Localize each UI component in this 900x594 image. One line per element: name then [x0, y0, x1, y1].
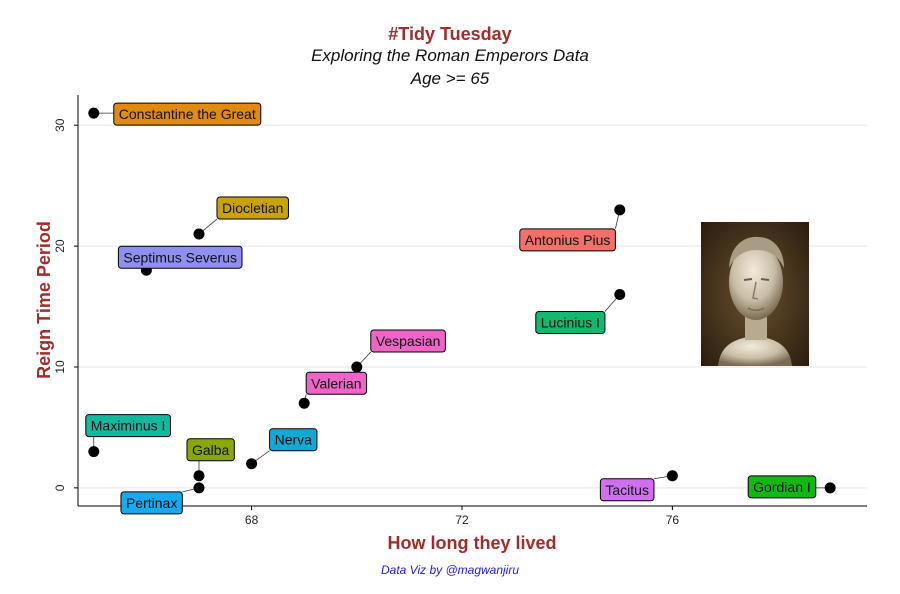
- data-point: [193, 470, 205, 482]
- y-tick-label: 10: [53, 360, 67, 374]
- point-label-box: [216, 196, 289, 220]
- point-label-box: [519, 228, 616, 252]
- point-label-box: [186, 438, 235, 462]
- point-label: Valerian: [305, 371, 368, 395]
- point-label-box: [747, 475, 817, 499]
- data-point: [666, 470, 678, 482]
- point-label-box: [269, 428, 318, 452]
- axes: [74, 95, 867, 510]
- point-label: Antonius Pius: [519, 228, 616, 252]
- data-point: [246, 458, 258, 470]
- point-label-box: [305, 371, 368, 395]
- x-tick-label: 76: [666, 513, 680, 527]
- point-label-text: Nerva: [275, 432, 313, 448]
- data-point: [193, 482, 205, 494]
- point-label-box: [120, 491, 183, 515]
- point-label-text: Septimus Severus: [123, 249, 237, 265]
- point-label-text: Vespasian: [376, 333, 441, 349]
- x-tick-label: 68: [245, 513, 259, 527]
- data-point: [88, 446, 100, 458]
- data-point: [298, 397, 310, 409]
- y-tick-label: 20: [53, 239, 67, 253]
- y-tick-label: 0: [53, 484, 67, 491]
- point-label-box: [599, 478, 655, 502]
- point-label-box: [113, 102, 262, 126]
- point-label-text: Lucinius I: [541, 314, 600, 330]
- x-axis-label: How long they lived: [387, 533, 556, 553]
- emperor-bust-portrait-image: [701, 222, 809, 366]
- y-axis-label: Reign Time Period: [34, 221, 54, 379]
- data-point: [193, 228, 205, 240]
- point-label: Maximinus I: [85, 414, 171, 438]
- point-label: Gordian I: [747, 475, 817, 499]
- point-label: Pertinax: [120, 491, 183, 515]
- point-label-text: Constantine the Great: [119, 106, 256, 122]
- point-label-text: Tacitus: [605, 482, 649, 498]
- point-label-box: [117, 245, 243, 269]
- point-label: Nerva: [269, 428, 318, 452]
- data-point: [614, 204, 626, 216]
- chart-subtitle: Exploring the Roman Emperors Data: [311, 46, 589, 65]
- point-label: Tacitus: [599, 478, 655, 502]
- y-tick-label: 30: [53, 118, 67, 132]
- point-label-text: Diocletian: [222, 200, 283, 216]
- point-label-box: [370, 329, 446, 353]
- point-label-text: Maximinus I: [91, 418, 166, 434]
- data-point: [824, 482, 836, 494]
- point-label-text: Galba: [192, 442, 230, 458]
- point-label: Vespasian: [370, 329, 446, 353]
- point-label: Constantine the Great: [113, 102, 262, 126]
- point-label-text: Antonius Pius: [525, 232, 611, 248]
- point-label-text: Gordian I: [753, 479, 811, 495]
- point-label-box: [535, 310, 606, 334]
- data-points: [88, 107, 836, 494]
- data-point: [88, 107, 100, 119]
- point-label-box: [85, 414, 171, 438]
- data-point: [614, 288, 626, 300]
- x-tick-label: 72: [455, 513, 469, 527]
- data-point: [351, 361, 363, 373]
- point-label: Galba: [186, 438, 235, 462]
- chart-title: #Tidy Tuesday: [388, 24, 512, 44]
- chart-subtitle-age: Age >= 65: [410, 69, 490, 88]
- data-viz-credit: Data Viz by @magwanjiru: [380, 563, 520, 577]
- point-label-text: Valerian: [311, 375, 361, 391]
- point-label: Diocletian: [216, 196, 289, 220]
- point-label-text: Pertinax: [126, 495, 177, 511]
- tick-labels: 68 72 76 0 10 20 30: [53, 118, 679, 527]
- point-label: Septimus Severus: [117, 245, 243, 269]
- point-labels: Constantine the Great Diocletian Septimus …: [85, 102, 817, 515]
- point-label: Lucinius I: [535, 310, 606, 334]
